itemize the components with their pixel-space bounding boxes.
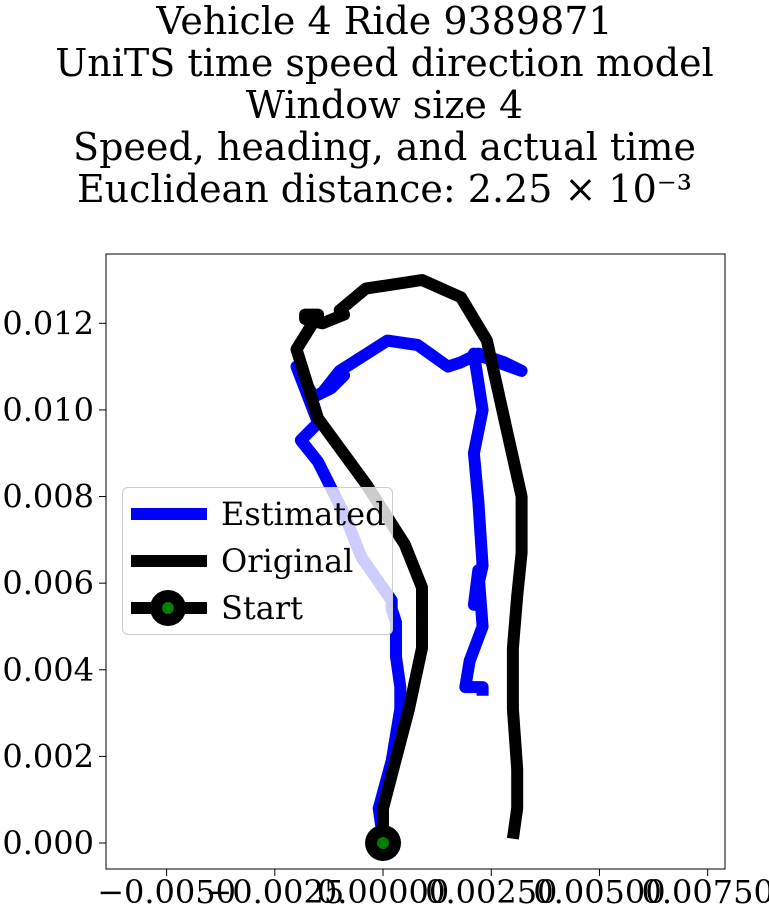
- title-line-4: Speed, heading, and actual time: [73, 125, 696, 169]
- legend: Estimated Original Start: [122, 487, 393, 635]
- legend-marker-start-dot: [162, 602, 174, 614]
- y-tick-label: 0.010: [2, 391, 94, 429]
- legend-item-estimated: Estimated: [123, 492, 392, 536]
- y-tick-label: 0.008: [2, 478, 94, 516]
- title-line-3: Window size 4: [245, 83, 524, 127]
- y-tick-label: 0.000: [2, 824, 94, 862]
- legend-label-original: Original: [221, 542, 354, 580]
- plot-frame: [105, 253, 726, 870]
- series-layer: [290, 274, 528, 843]
- legend-label-start: Start: [221, 589, 304, 627]
- marker-layer: [365, 825, 402, 862]
- legend-marker-start: [150, 590, 186, 626]
- title-line-5: Euclidean distance: 2.25 × 10⁻³: [76, 167, 693, 211]
- x-tick-label: −0.0025: [205, 873, 344, 911]
- chart-title: Vehicle 4 Ride 9389871 UniTS time speed …: [0, 0, 769, 210]
- legend-item-original: Original: [123, 539, 392, 583]
- x-tick-label: −0.0050: [97, 873, 236, 911]
- series-line-original: [290, 274, 528, 843]
- x-tick-label: 0.00500: [533, 873, 665, 911]
- y-tick-label: 0.006: [2, 564, 94, 602]
- ticks-layer: −0.0050−0.00250.000000.002500.005000.007…: [2, 304, 769, 911]
- legend-label-estimated: Estimated: [221, 495, 386, 533]
- start-marker-dot: [377, 837, 390, 850]
- legend-item-start: Start: [123, 586, 392, 630]
- y-tick-label: 0.004: [2, 651, 94, 689]
- x-tick-label: 0.00000: [317, 873, 449, 911]
- x-tick-label: 0.00750: [642, 873, 769, 911]
- x-tick-label: 0.00250: [425, 873, 557, 911]
- series-line-estimated: [290, 334, 528, 840]
- legend-swatch-original: [131, 555, 207, 567]
- y-tick-label: 0.002: [2, 737, 94, 775]
- title-line-2: UniTS time speed direction model: [55, 41, 714, 85]
- title-line-1: Vehicle 4 Ride 9389871: [156, 0, 613, 43]
- legend-swatch-estimated: [131, 508, 207, 520]
- y-tick-label: 0.012: [2, 304, 94, 342]
